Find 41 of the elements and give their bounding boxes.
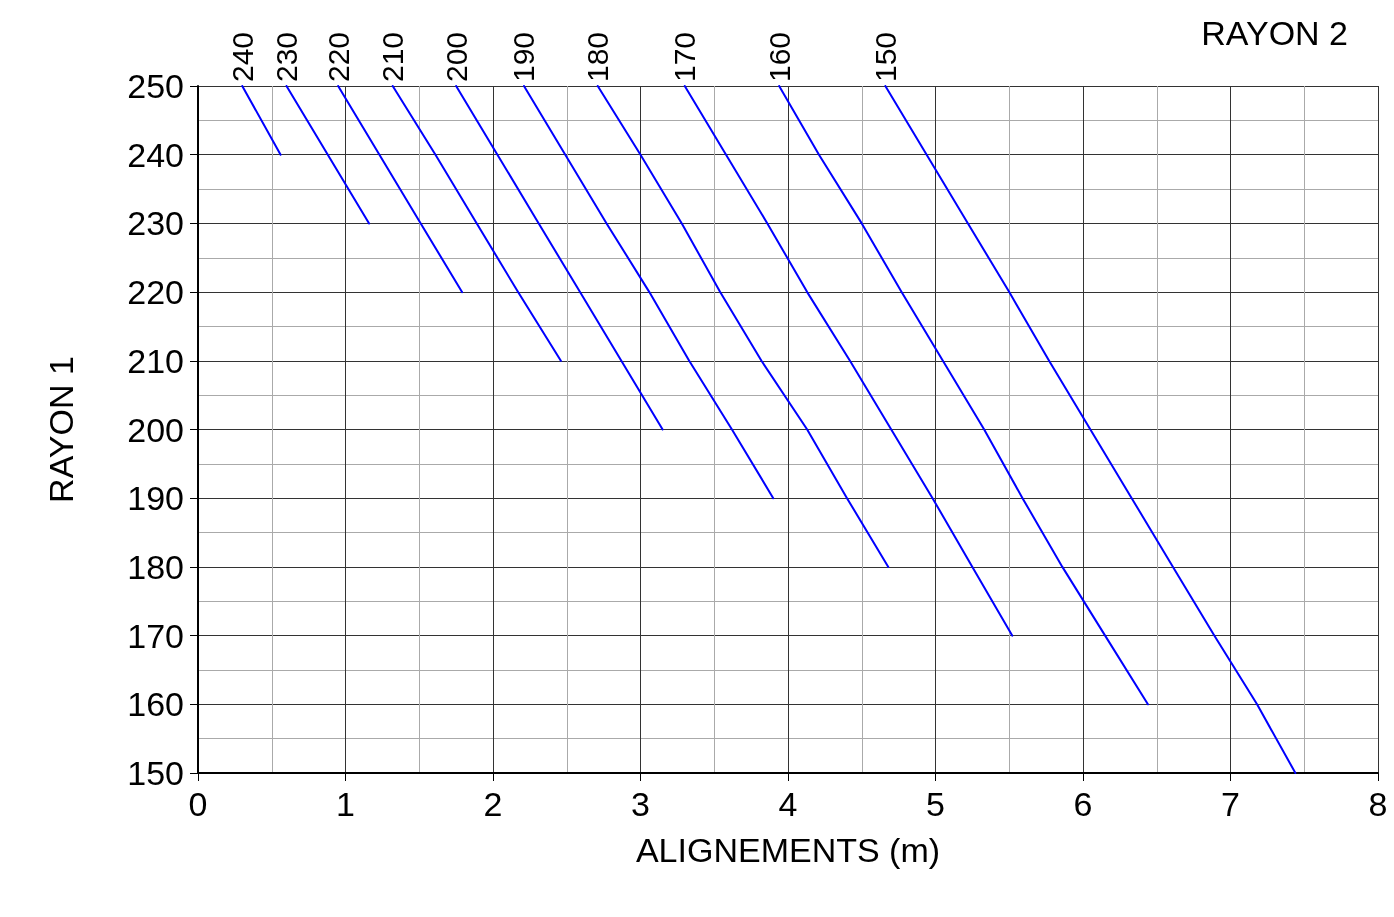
y-axis-title: RAYON 1 [42,356,80,503]
text: 240 [225,31,259,82]
text: 230 [270,31,303,82]
x-axis-title: ALIGNEMENTS (m) [635,831,941,869]
line-series [391,85,562,362]
line-series [778,85,1149,706]
x-tick-label: 0 [188,785,208,823]
y-tick-label: 240 [127,135,184,174]
line-series [596,85,890,568]
text: 200 [439,31,473,82]
line-series [337,85,464,294]
text: 220 [321,31,355,82]
x-tick-label: 7 [1221,785,1240,823]
y-tick-label: 190 [127,479,184,518]
y-tick-label: 160 [127,685,184,724]
x-tick-label: 4 [778,785,798,823]
line-series [522,85,775,500]
x-tick-label: 2 [483,785,503,823]
text: 210 [376,31,410,82]
x-tick-label: 6 [1073,785,1093,823]
y-tick-label: 200 [127,410,184,449]
x-tick-label: 1 [336,785,355,823]
y-tick-label: 180 [127,547,184,586]
y-tick-label: 220 [127,273,184,312]
line-series [884,85,1297,774]
x-tick-label: 5 [926,785,945,823]
y-tick-label: 250 [127,67,184,105]
text: 160 [762,31,796,82]
y-tick-label: 210 [127,341,184,380]
y-tick-label: 170 [127,616,184,655]
x-tick-label: 3 [631,785,650,823]
line-series [455,85,664,431]
text: 190 [507,31,541,82]
line-series [683,85,1014,637]
x-tick-label: 8 [1368,785,1388,823]
text: 180 [581,31,615,82]
legend-title: RAYON 2 [1201,14,1349,52]
y-tick-label: 150 [127,754,184,792]
text: 150 [868,31,902,82]
text: 170 [668,31,702,82]
y-tick-label: 230 [127,204,184,243]
